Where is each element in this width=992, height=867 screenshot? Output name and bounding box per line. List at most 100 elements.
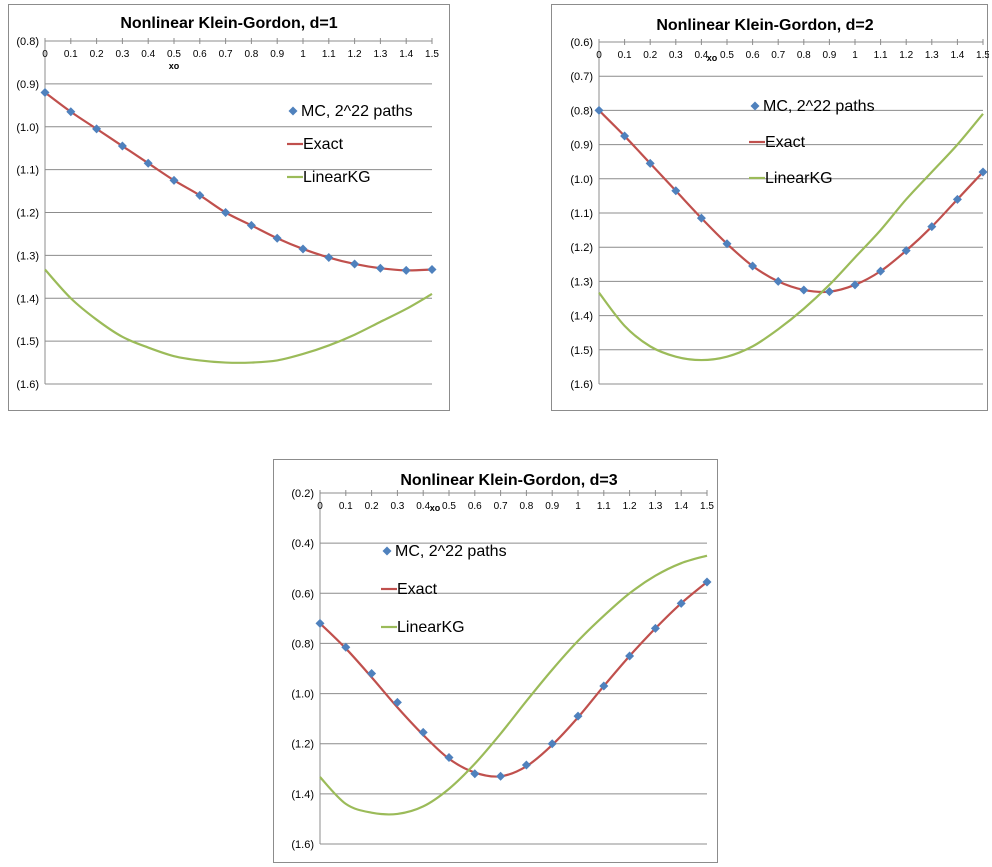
mc-point <box>496 771 506 781</box>
x-tick-label: 0.9 <box>822 50 836 61</box>
x-axis-label: xo <box>707 53 718 63</box>
y-tick-label: (1.6) <box>16 379 39 391</box>
mc-point <box>650 623 660 633</box>
mc-point <box>92 124 102 134</box>
mc-point <box>418 727 428 737</box>
x-tick-label: 1.4 <box>950 50 964 61</box>
mc-point <box>773 276 783 286</box>
chart-svg-d2: Nonlinear Klein-Gordon, d=2 (0.6) (0.7) (0.… <box>570 17 989 391</box>
x-tick-label: 0.3 <box>115 49 129 60</box>
chart-panel-d2: Nonlinear Klein-Gordon, d=2 (0.6) (0.7) (0.… <box>551 4 989 411</box>
x-tick-label: 0.4 <box>416 501 430 512</box>
mc-point <box>876 266 886 276</box>
x-tick-label: 1.5 <box>976 50 989 61</box>
x-tick-label: 0.3 <box>669 50 683 61</box>
y-tick-label: (1.1) <box>16 165 39 177</box>
linearkg-line <box>319 554 708 816</box>
mc-point <box>702 577 712 587</box>
mc-point <box>625 651 635 661</box>
legend-marker-mc <box>288 106 298 116</box>
y-tick-label: (1.3) <box>16 250 39 262</box>
x-tick-label: 0.7 <box>494 501 508 512</box>
legend-label-exact: Exact <box>303 136 344 153</box>
legend-label-linearkg: LinearKG <box>397 619 465 636</box>
mc-point <box>324 253 334 263</box>
mc-point <box>748 261 758 271</box>
x-tick-label: 0.5 <box>167 49 181 60</box>
mc-point <box>246 220 256 230</box>
mc-point <box>169 175 179 185</box>
mc-point <box>272 233 282 243</box>
y-tick-label: (1.2) <box>291 739 314 751</box>
linearkg-line <box>44 268 433 364</box>
chart-svg-d1: Nonlinear Klein-Gordon, d=1 (0.8) (0.9) (1.… <box>16 15 439 391</box>
x-tick-label: 0.8 <box>797 50 811 61</box>
mc-point <box>620 131 630 141</box>
chart-title: Nonlinear Klein-Gordon, d=2 <box>656 17 873 34</box>
mc-point <box>350 259 360 269</box>
legend-label-exact: Exact <box>765 134 806 151</box>
x-tick-label: 0.9 <box>270 49 284 60</box>
mc-point <box>676 598 686 608</box>
mc-point <box>375 263 385 273</box>
mc-point <box>978 167 988 177</box>
legend-label-mc: MC, 2^22 paths <box>301 103 413 120</box>
x-tick-label: 0.6 <box>193 49 207 60</box>
x-tick-label: 0.8 <box>244 49 258 60</box>
y-tick-label: (1.0) <box>570 174 593 186</box>
y-tick-label: (0.8) <box>291 638 314 650</box>
exact-line <box>44 91 433 272</box>
x-tick-label: 1.2 <box>348 49 362 60</box>
mc-point <box>645 158 655 168</box>
x-tick-label: 1.3 <box>373 49 387 60</box>
x-tick-label: 0.7 <box>771 50 785 61</box>
mc-point <box>367 669 377 679</box>
mc-point <box>444 753 454 763</box>
mc-point <box>66 107 76 117</box>
x-tick-label: 1.3 <box>648 501 662 512</box>
x-tick-label: 1.3 <box>925 50 939 61</box>
x-tick-label: 1.1 <box>597 501 611 512</box>
mc-point <box>799 285 809 295</box>
mc-point <box>392 697 402 707</box>
mc-point <box>298 244 308 254</box>
y-tick-label: (1.0) <box>16 122 39 134</box>
x-axis-label: xo <box>169 61 180 71</box>
x-tick-label: 1.2 <box>899 50 913 61</box>
chart-svg-d3: Nonlinear Klein-Gordon, d=3 (0.2) (0.4) (0.… <box>291 472 714 851</box>
chart-title: Nonlinear Klein-Gordon, d=3 <box>400 472 617 489</box>
x-tick-label: 1 <box>575 501 581 512</box>
x-tick-label: 1.2 <box>623 501 637 512</box>
y-tick-label: (1.2) <box>16 208 39 220</box>
y-tick-label: (0.8) <box>570 105 593 117</box>
y-tick-label: (0.9) <box>16 79 39 91</box>
mc-point <box>850 280 860 290</box>
x-axis-label: xo <box>430 503 441 513</box>
chart-title: Nonlinear Klein-Gordon, d=1 <box>120 15 337 32</box>
x-tick-label: 0.5 <box>442 501 456 512</box>
y-tick-label: (1.2) <box>570 242 593 254</box>
mc-point <box>824 287 834 297</box>
mc-point <box>195 190 205 200</box>
legend-marker-mc <box>382 546 392 556</box>
mc-point <box>599 681 609 691</box>
legend-marker-mc <box>750 101 760 111</box>
x-tick-label: 1.1 <box>874 50 888 61</box>
x-tick-label: 0.2 <box>643 50 657 61</box>
y-tick-label: (0.9) <box>570 140 593 152</box>
mc-point <box>427 265 437 275</box>
mc-point <box>521 760 531 770</box>
chart-panel-d1: Nonlinear Klein-Gordon, d=1 (0.8) (0.9) (1.… <box>8 4 450 411</box>
y-tick-label: (1.4) <box>570 311 593 323</box>
exact-line <box>319 581 708 778</box>
x-tick-label: 1.5 <box>425 49 439 60</box>
x-tick-label: 1.5 <box>700 501 714 512</box>
x-tick-label: 0.6 <box>746 50 760 61</box>
x-tick-label: 0.3 <box>390 501 404 512</box>
x-tick-label: 0.1 <box>64 49 78 60</box>
y-tick-label: (1.4) <box>16 293 39 305</box>
y-tick-label: (0.4) <box>291 538 314 550</box>
mc-point <box>401 265 411 275</box>
mc-point <box>341 642 351 652</box>
x-tick-label: 0.7 <box>219 49 233 60</box>
